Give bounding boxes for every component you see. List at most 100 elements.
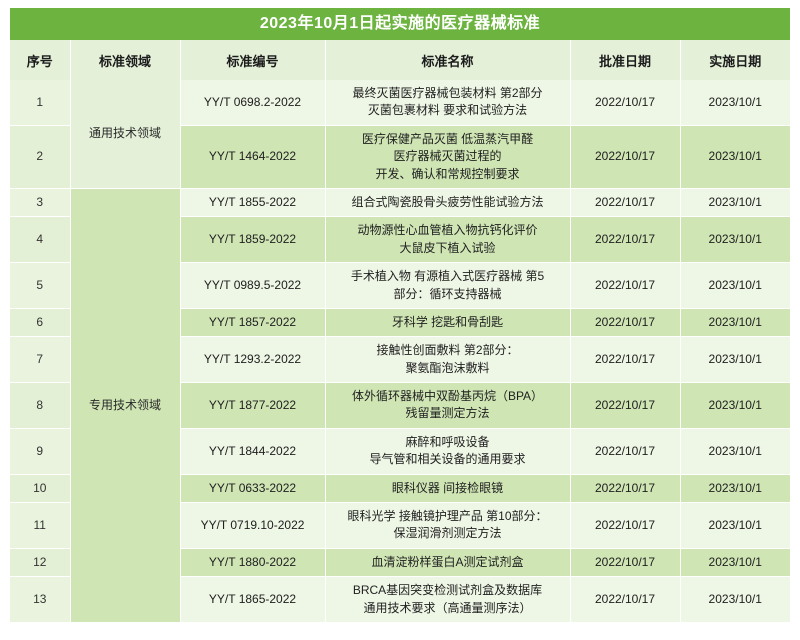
cell-standard-name: 眼科光学 接触镜护理产品 第10部分： 保湿润滑剂测定方法 xyxy=(325,502,571,549)
table-row: 11 YY/T 0719.10-2022 眼科光学 接触镜护理产品 第10部分： 保湿… xyxy=(10,502,790,549)
standard-name-line: 医疗保健产品灭菌 低温蒸汽甲醛 xyxy=(361,131,534,146)
cell-implementation-date: 2023/10/1 xyxy=(680,80,790,126)
table-row: 4 YY/T 1859-2022 动物源性心血管植入物抗钙化评价 大鼠皮下植入试验 20… xyxy=(10,216,790,264)
standard-name-line: 手术植入物 有源植入式医疗器械 第5 xyxy=(350,269,545,284)
standard-name-line: 开发、确认和常规控制要求 xyxy=(375,166,520,181)
cell-standard-name: 眼科仪器 间接检眼镜 xyxy=(325,474,571,504)
column-header-no: 序号 xyxy=(10,40,71,80)
table-header-row: 序号 标准领域 标准编号 标准名称 批准日期 实施日期 xyxy=(10,40,790,80)
cell-implementation-date: 2023/10/1 xyxy=(680,428,790,475)
table-row: 1 通用技术领域 YY/T 0698.2-2022 最终灭菌医疗器械包装材料 第2部分… xyxy=(10,80,790,189)
column-header-implementation: 实施日期 xyxy=(680,40,790,80)
cell-standard-code: YY/T 0989.5-2022 xyxy=(180,262,326,309)
cell-sequence-number: 6 xyxy=(10,308,71,338)
cell-standard-code: YY/T 0633-2022 xyxy=(180,474,326,504)
cell-standard-name: 医疗保健产品灭菌 低温蒸汽甲醛 医疗器械灭菌过程的开发、确认和常规控制要求 xyxy=(325,125,571,189)
cell-implementation-date: 2023/10/1 xyxy=(680,188,790,218)
table-row: 5 YY/T 0989.5-2022 手术植入物 有源植入式医疗器械 第5 部分：循环… xyxy=(10,262,790,309)
standard-name-line: 血清淀粉样蛋白A测定试剂盒 xyxy=(371,554,524,569)
standard-name-line: 眼科光学 接触镜护理产品 第10部分： xyxy=(347,509,548,524)
cell-sequence-number: 8 xyxy=(10,382,71,429)
cell-standard-name: 动物源性心血管植入物抗钙化评价 大鼠皮下植入试验 xyxy=(325,216,571,264)
page-title: 2023年10月1日起实施的医疗器械标准 xyxy=(259,15,541,32)
standard-name-line: 牙科学 挖匙和骨刮匙 xyxy=(391,314,504,329)
cell-standard-code: YY/T 1880-2022 xyxy=(180,548,326,578)
standard-name-line: 医疗器械灭菌过程的 xyxy=(393,149,502,164)
standard-name-line: 动物源性心血管植入物抗钙化评价 xyxy=(357,223,538,238)
standard-name-line: 聚氨酯泡沫敷料 xyxy=(405,360,490,375)
standard-name-line: BRCA基因突变检测试剂盒及数据库 xyxy=(352,583,543,598)
title-banner: 2023年10月1日起实施的医疗器械标准 xyxy=(10,8,790,40)
cell-implementation-date: 2023/10/1 xyxy=(680,336,790,384)
cell-implementation-date: 2023/10/1 xyxy=(680,125,790,189)
table-row: 3 专用技术领域 YY/T 1855-2022 组合式陶瓷股骨头疲劳性能试验方法 202… xyxy=(10,188,790,623)
cell-standard-field: 通用技术领域 xyxy=(70,80,181,189)
standard-name-line: 导气管和相关设备的通用要求 xyxy=(369,452,526,467)
cell-approval-date: 2022/10/17 xyxy=(570,125,681,189)
cell-standard-name: 组合式陶瓷股骨头疲劳性能试验方法 xyxy=(325,188,571,218)
cell-implementation-date: 2023/10/1 xyxy=(680,216,790,264)
cell-standard-name: 麻醉和呼吸设备导气管和相关设备的通用要求 xyxy=(325,428,571,475)
cell-standard-code: YY/T 1855-2022 xyxy=(180,188,326,218)
cell-implementation-date: 2023/10/1 xyxy=(680,382,790,429)
cell-implementation-date: 2023/10/1 xyxy=(680,474,790,504)
cell-sequence-number: 12 xyxy=(10,548,71,578)
cell-sequence-number: 9 xyxy=(10,428,71,475)
cell-implementation-date: 2023/10/1 xyxy=(680,308,790,338)
cell-standard-code: YY/T 1293.2-2022 xyxy=(180,336,326,384)
cell-sequence-number: 3 xyxy=(10,188,71,218)
cell-approval-date: 2022/10/17 xyxy=(570,502,681,549)
cell-standard-name: 接触性创面敷料 第2部分： 聚氨酯泡沫敷料 xyxy=(325,336,571,384)
cell-sequence-number: 5 xyxy=(10,262,71,309)
cell-implementation-date: 2023/10/1 xyxy=(680,548,790,578)
cell-standard-code: YY/T 1877-2022 xyxy=(180,382,326,429)
standards-table: 序号 标准领域 标准编号 标准名称 批准日期 实施日期 1 通用技术领域 YY/T … xyxy=(10,40,790,623)
cell-standard-code: YY/T 1857-2022 xyxy=(180,308,326,338)
cell-standard-name: BRCA基因突变检测试剂盒及数据库 通用技术要求（高通量测序法） xyxy=(325,576,571,623)
cell-approval-date: 2022/10/17 xyxy=(570,382,681,429)
cell-standard-code: YY/T 1865-2022 xyxy=(180,576,326,623)
cell-standard-name: 手术植入物 有源植入式医疗器械 第5 部分：循环支持器械 xyxy=(325,262,571,309)
cell-approval-date: 2022/10/17 xyxy=(570,336,681,384)
standard-name-line: 灭菌包裹材料 要求和试验方法 xyxy=(367,103,528,118)
table-row: 7 YY/T 1293.2-2022 接触性创面敷料 第2部分： 聚氨酯泡沫敷料 202… xyxy=(10,336,790,384)
table-row: 12 YY/T 1880-2022 血清淀粉样蛋白A测定试剂盒 2022/10/17 2… xyxy=(10,548,790,578)
cell-sequence-number: 11 xyxy=(10,502,71,549)
table-row: 6 YY/T 1857-2022 牙科学 挖匙和骨刮匙 2022/10/17 2023/… xyxy=(10,308,790,338)
cell-approval-date: 2022/10/17 xyxy=(570,188,681,218)
cell-standard-name: 血清淀粉样蛋白A测定试剂盒 xyxy=(325,548,571,578)
table-body: 1 通用技术领域 YY/T 0698.2-2022 最终灭菌医疗器械包装材料 第2部分… xyxy=(10,80,790,623)
column-header-name: 标准名称 xyxy=(325,40,571,80)
standard-name-line: 最终灭菌医疗器械包装材料 第2部分 xyxy=(352,86,543,100)
standard-name-line: 通用技术要求（高通量测序法） xyxy=(363,600,532,615)
table-row: 13 YY/T 1865-2022 BRCA基因突变检测试剂盒及数据库 通用技术要求（… xyxy=(10,576,790,623)
table-row: 9 YY/T 1844-2022 麻醉和呼吸设备 导气管和相关设备的通用要求 2022/… xyxy=(10,428,790,475)
standard-name-line: 部分：循环支持器械 xyxy=(393,286,502,301)
cell-standard-name: 牙科学 挖匙和骨刮匙 xyxy=(325,308,571,338)
cell-approval-date: 2022/10/17 xyxy=(570,576,681,623)
standard-name-line: 组合式陶瓷股骨头疲劳性能试验方法 xyxy=(351,194,544,209)
cell-sequence-number: 10 xyxy=(10,474,71,504)
cell-approval-date: 2022/10/17 xyxy=(570,308,681,338)
cell-standard-code: YY/T 0698.2-2022 xyxy=(180,80,326,126)
column-header-approval: 批准日期 xyxy=(570,40,681,80)
cell-sequence-number: 4 xyxy=(10,216,71,264)
table-row: 8 YY/T 1877-2022 体外循环器械中双酚基丙烷（BPA） 残留量测定方法 2… xyxy=(10,382,790,429)
standard-name-line: 大鼠皮下植入试验 xyxy=(399,240,496,255)
cell-approval-date: 2022/10/17 xyxy=(570,428,681,475)
standard-name-line: 眼科仪器 间接检眼镜 xyxy=(391,480,504,495)
cell-implementation-date: 2023/10/1 xyxy=(680,502,790,549)
cell-standard-code: YY/T 1844-2022 xyxy=(180,428,326,475)
cell-implementation-date: 2023/10/1 xyxy=(680,576,790,623)
cell-approval-date: 2022/10/17 xyxy=(570,548,681,578)
cell-sequence-number: 1 xyxy=(10,80,71,126)
cell-approval-date: 2022/10/17 xyxy=(570,262,681,309)
cell-approval-date: 2022/10/17 xyxy=(570,474,681,504)
cell-standard-code: YY/T 1859-2022 xyxy=(180,216,326,264)
table-row: 2 YY/T 1464-2022 医疗保健产品灭菌 低温蒸汽甲醛 医疗器械灭菌过程的开… xyxy=(10,125,790,189)
cell-standard-name: 体外循环器械中双酚基丙烷（BPA） 残留量测定方法 xyxy=(325,382,571,429)
cell-standard-name: 最终灭菌医疗器械包装材料 第2部分 灭菌包裹材料 要求和试验方法 xyxy=(325,80,571,126)
standard-name-line: 体外循环器械中双酚基丙烷（BPA） xyxy=(351,389,544,404)
standard-name-line: 麻醉和呼吸设备 xyxy=(405,434,490,449)
